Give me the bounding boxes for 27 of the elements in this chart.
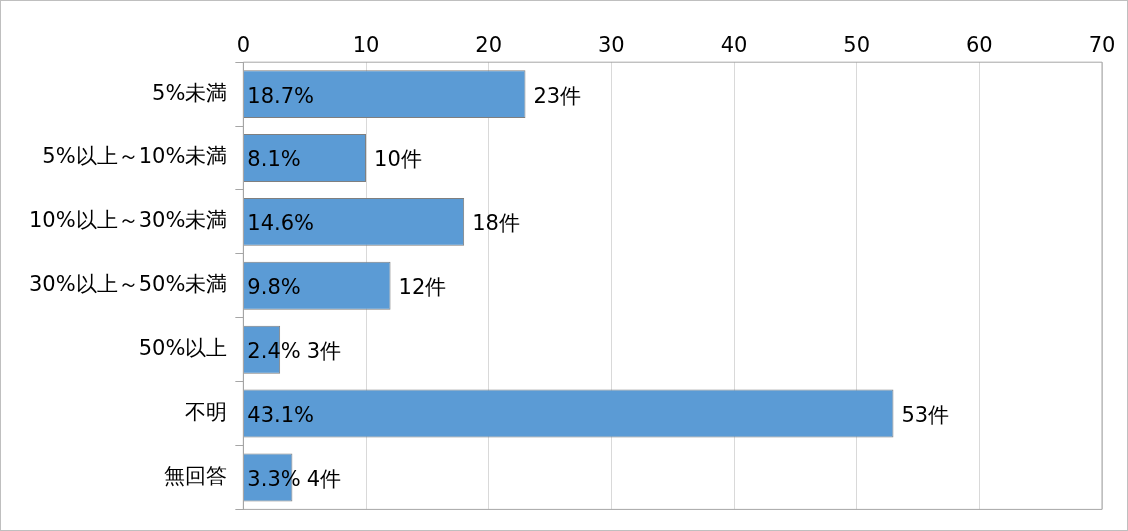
y-tick-label: 50%以上 (138, 336, 228, 361)
annotation: 8.1% (247, 147, 301, 172)
x-tick-label: 10 (352, 33, 380, 58)
data-label: 23件 (533, 83, 582, 108)
data-label: 4件 (306, 466, 342, 491)
x-tick-label: 60 (965, 33, 993, 58)
y-tick-label: 5%以上～10%未満 (42, 144, 228, 169)
data-label: 53件 (901, 403, 950, 428)
data-label: 10件 (374, 147, 422, 172)
data-label: 18件 (472, 211, 520, 236)
x-tick-label: 70 (1088, 33, 1116, 58)
x-tick-label: 0 (236, 33, 251, 58)
x-tick-label: 20 (475, 33, 503, 58)
annotation: 18.7% (247, 83, 315, 108)
annotation: 14.6% (247, 211, 315, 236)
y-tick-label: 5%未満 (152, 80, 228, 105)
y-tick-label: 無回答 (164, 463, 228, 488)
y-tick-label: 10%以上～30%未満 (28, 208, 228, 233)
annotation: 43.1% (247, 403, 315, 428)
x-tick-label: 40 (720, 33, 748, 58)
x-tick-label: 50 (843, 33, 871, 58)
x-tick-label: 30 (597, 33, 625, 58)
data-label: 12件 (398, 275, 447, 300)
annotation: 9.8% (247, 275, 301, 300)
data-label: 3件 (306, 339, 342, 364)
y-tick-label: 30%以上～50%未満 (28, 272, 228, 297)
y-tick-label: 不明 (185, 400, 228, 425)
